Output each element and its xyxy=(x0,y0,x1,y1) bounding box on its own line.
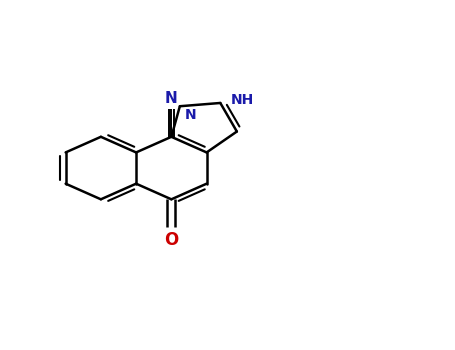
Text: N: N xyxy=(184,108,196,122)
Text: O: O xyxy=(164,231,178,249)
Text: NH: NH xyxy=(230,93,253,107)
Text: N: N xyxy=(165,91,178,106)
